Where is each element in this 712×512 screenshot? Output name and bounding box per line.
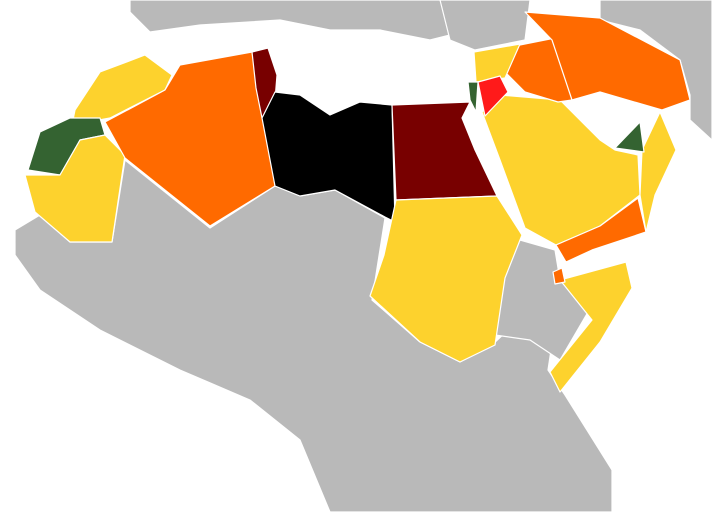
region-syria xyxy=(473,43,521,83)
region-djibouti xyxy=(552,267,566,285)
region-uae xyxy=(614,121,645,153)
region-somalia xyxy=(549,261,633,393)
region-jordan xyxy=(477,75,509,117)
region-sudan xyxy=(369,195,523,363)
region-israel-lebanon xyxy=(467,81,479,113)
region-turkey xyxy=(439,0,531,51)
region-east xyxy=(599,0,712,141)
region-libya xyxy=(261,91,396,223)
region-iran xyxy=(524,11,691,111)
